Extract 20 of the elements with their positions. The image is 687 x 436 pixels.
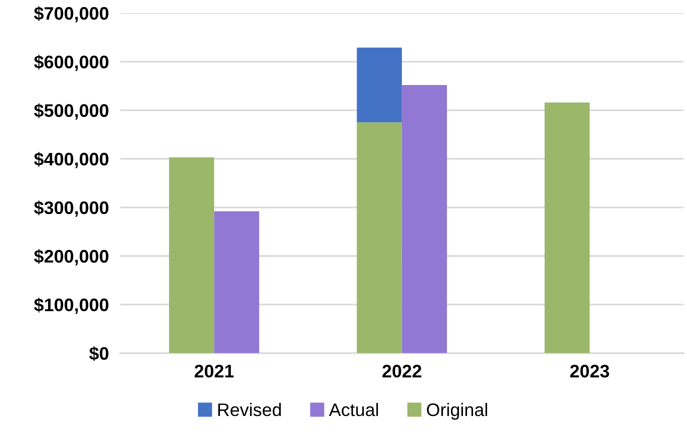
bar	[356, 48, 402, 122]
y-tick-label: $700,000	[34, 6, 108, 22]
y-tick-label: $500,000	[34, 103, 108, 120]
legend-label: Original	[426, 402, 488, 420]
y-tick-label: $0	[89, 346, 108, 362]
x-tick-label: 2022	[382, 364, 422, 378]
y-tick-label: $100,000	[34, 298, 108, 314]
bar	[356, 122, 402, 354]
y-tick-label: $200,000	[34, 249, 108, 266]
y-tick-label: $300,000	[34, 200, 108, 217]
bar	[402, 84, 447, 354]
legend-label: Actual	[328, 402, 378, 416]
bar	[544, 102, 590, 354]
legend-label: Revised	[218, 402, 281, 416]
y-tick-label: $600,000	[34, 54, 108, 71]
bar	[214, 211, 260, 354]
x-tick-label: 2021	[194, 364, 234, 378]
y-tick-label: $400,000	[34, 152, 108, 168]
x-tick-label: 2023	[570, 364, 610, 378]
bar	[169, 157, 214, 354]
